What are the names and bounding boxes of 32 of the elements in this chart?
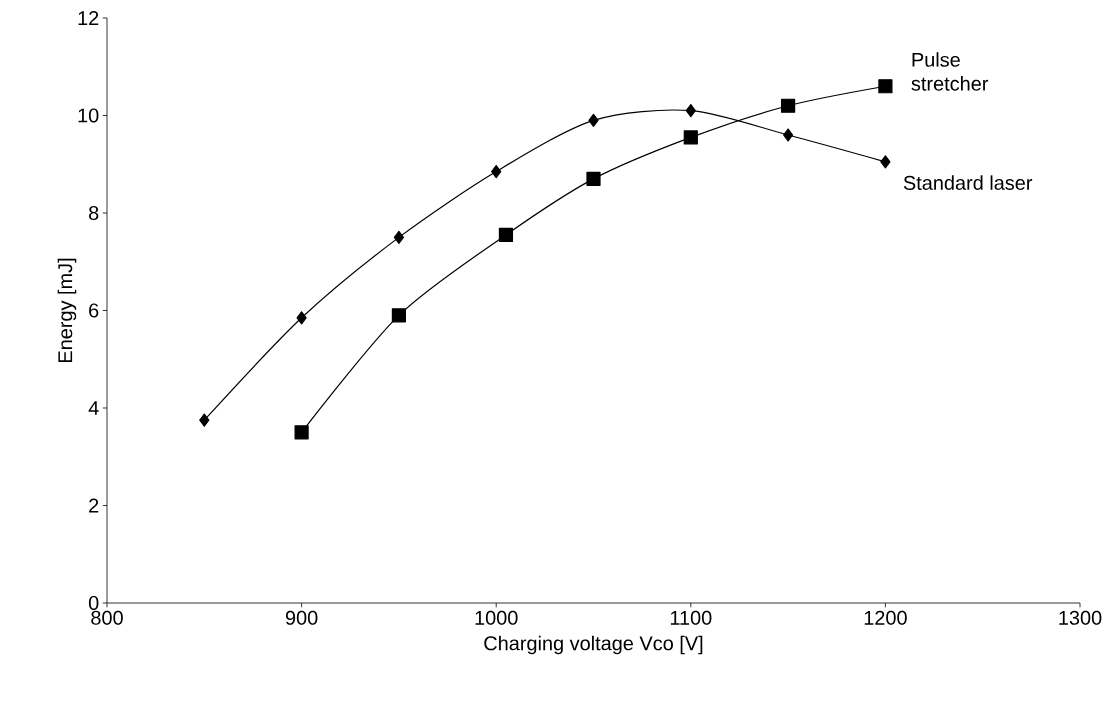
point <box>880 155 891 169</box>
point <box>393 230 404 244</box>
point <box>878 79 893 94</box>
point <box>685 104 696 118</box>
y-tick-label: 12 <box>78 11 99 25</box>
point <box>783 128 794 142</box>
series-label: Standard laser <box>903 175 1033 190</box>
point <box>781 98 796 113</box>
x-tick-label: 1200 <box>864 610 907 625</box>
point <box>391 308 406 323</box>
point <box>683 130 698 145</box>
y-tick-label: 4 <box>88 401 99 415</box>
x-tick-label: 900 <box>285 610 318 625</box>
point <box>296 311 307 325</box>
point <box>199 413 210 427</box>
x-axis-title: Charging voltage Vco [V] <box>484 635 703 655</box>
x-tick-label: 1100 <box>670 610 712 625</box>
point <box>491 164 502 179</box>
x-tick-label: 1300 <box>1059 610 1102 625</box>
point <box>586 171 601 186</box>
point <box>588 113 599 127</box>
y-tick-label: 6 <box>89 303 99 318</box>
y-tick-label: 10 <box>78 108 99 123</box>
y-tick-label: 2 <box>89 498 99 513</box>
series-label: Pulse stretcher <box>911 52 989 91</box>
point <box>294 425 309 440</box>
y-tick-label: 0 <box>88 595 99 611</box>
x-tick-label: 1000 <box>475 610 518 625</box>
y-tick-label: 8 <box>89 205 99 221</box>
point <box>498 227 514 243</box>
y-axis-title: Energy [mJ] <box>57 258 77 363</box>
x-tick-label: 800 <box>91 610 123 625</box>
